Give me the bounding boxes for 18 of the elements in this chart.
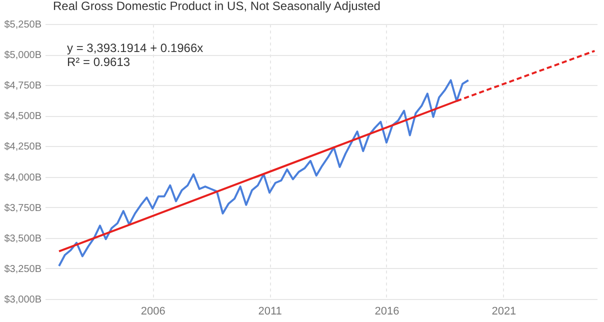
x-tick-label: 2006 xyxy=(140,306,166,318)
x-tick-label: 2011 xyxy=(258,306,282,318)
y-tick-label: $3,500B xyxy=(4,233,42,244)
annotation: R² = 0.9613 xyxy=(67,55,130,69)
x-tick-label: 2021 xyxy=(492,306,516,318)
x-tick-label: 2016 xyxy=(374,306,400,318)
y-tick-label: $5,250B xyxy=(4,20,42,30)
y-tick-label: $4,000B xyxy=(4,172,42,184)
y-tick-label: $4,500B xyxy=(4,111,42,122)
y-tick-label: $3,750B xyxy=(4,202,42,214)
y-tick-label: $3,000B xyxy=(4,294,42,306)
y-tick-label: $5,000B xyxy=(4,50,42,62)
y-tick-label: $4,250B xyxy=(4,142,42,153)
y-tick-label: $3,250B xyxy=(4,264,42,275)
annotation: y = 3,393.1914 + 0.1966x xyxy=(67,41,204,55)
chart-title: Real Gross Domestic Product in US, Not Seasonally Adjusted xyxy=(53,0,380,13)
y-tick-label: $4,750B xyxy=(4,80,42,92)
line-series xyxy=(58,79,470,267)
